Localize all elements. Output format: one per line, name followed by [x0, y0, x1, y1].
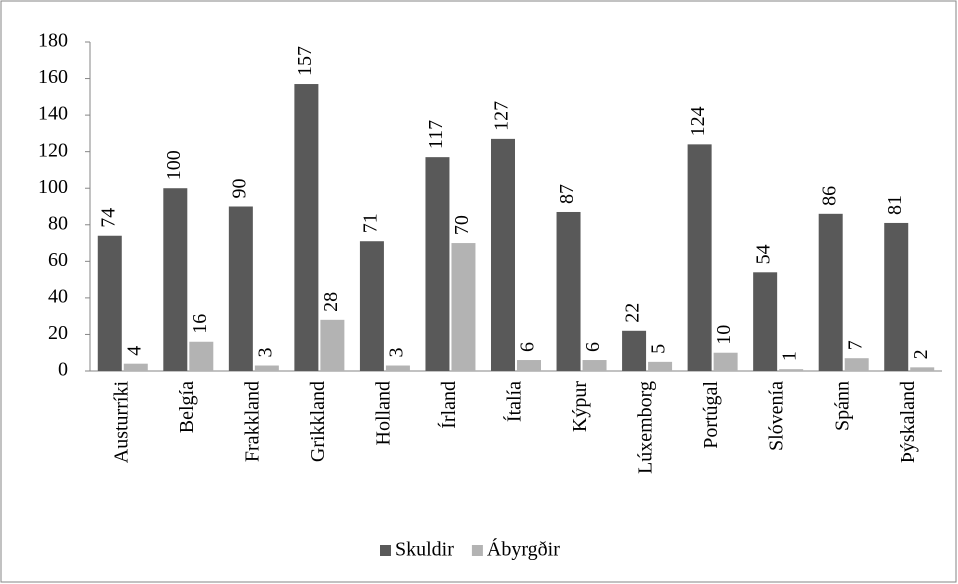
data-label: 117 [425, 120, 447, 149]
bar [556, 211, 581, 371]
bar [910, 367, 935, 371]
bar [491, 138, 515, 371]
bar [359, 241, 384, 371]
y-tick-label: 160 [38, 66, 68, 88]
x-tick-label: Belgía [176, 381, 198, 433]
x-tick-label: Spánn [831, 381, 853, 431]
bar [779, 369, 804, 371]
data-label: 70 [451, 215, 473, 235]
bar [648, 361, 673, 371]
x-tick-label: Kýpur [569, 381, 591, 432]
data-label: 28 [320, 292, 342, 312]
bar [320, 319, 345, 371]
y-tick-label: 40 [48, 285, 68, 307]
y-tick-label: 100 [38, 176, 68, 198]
bar [687, 144, 712, 371]
data-label: 54 [753, 244, 775, 264]
bar [818, 213, 843, 371]
data-label: 16 [189, 314, 211, 334]
data-label: 86 [818, 186, 840, 206]
bar [163, 188, 188, 371]
data-label: 5 [648, 344, 670, 354]
bar [385, 365, 410, 371]
x-tick-label: Ítalía [503, 381, 526, 422]
y-tick-label: 180 [38, 30, 68, 52]
bar [884, 222, 909, 371]
bar [844, 358, 869, 371]
legend-label: Skuldir [395, 539, 454, 561]
y-tick-label: 0 [58, 359, 68, 381]
legend-label: Ábyrgðir [487, 538, 560, 561]
data-label: 87 [556, 184, 578, 204]
data-label: 127 [491, 101, 513, 131]
y-tick-label: 80 [48, 212, 68, 234]
data-label: 4 [123, 346, 145, 356]
data-label: 22 [622, 303, 644, 323]
bar [254, 365, 279, 371]
data-label: 2 [910, 349, 932, 359]
x-tick-label: Frakkland [241, 381, 263, 462]
data-label: 7 [844, 340, 866, 350]
bar [753, 272, 778, 371]
y-tick-label: 120 [38, 139, 68, 161]
legend-swatch [471, 545, 483, 556]
bar [451, 243, 476, 371]
legend-swatch [380, 545, 391, 556]
bar [97, 235, 122, 371]
x-tick-label: Holland [373, 381, 395, 445]
data-label: 6 [517, 342, 539, 352]
data-label: 10 [713, 325, 735, 345]
y-tick-label: 140 [38, 103, 68, 125]
x-tick-label: Austurríki [110, 381, 132, 464]
bar [123, 363, 148, 371]
data-label: 90 [228, 179, 250, 199]
bar [517, 360, 541, 371]
bar [713, 352, 738, 371]
bar [189, 341, 214, 371]
bar [622, 330, 647, 371]
y-tick-label: 20 [48, 322, 68, 344]
data-label: 74 [97, 208, 119, 228]
data-label: 124 [687, 106, 709, 136]
data-label: 6 [582, 342, 604, 352]
data-label: 81 [884, 195, 906, 215]
x-tick-label: Írland [437, 381, 460, 429]
data-label: 157 [294, 46, 316, 76]
bar [582, 360, 607, 371]
x-tick-label: Grikkland [307, 381, 329, 462]
bar [228, 206, 253, 371]
bar [425, 157, 450, 371]
x-tick-label: Portúgal [700, 381, 722, 449]
data-label: 3 [386, 348, 408, 358]
x-tick-label: Lúxemborg [635, 381, 657, 474]
data-label: 71 [360, 213, 382, 233]
bar [294, 84, 319, 372]
data-label: 3 [254, 348, 276, 358]
x-tick-label: Þýskaland [897, 381, 919, 463]
y-tick-label: 60 [48, 249, 68, 271]
data-label: 1 [779, 351, 801, 361]
data-label: 100 [163, 150, 185, 180]
x-tick-label: Slóvenía [766, 381, 788, 451]
